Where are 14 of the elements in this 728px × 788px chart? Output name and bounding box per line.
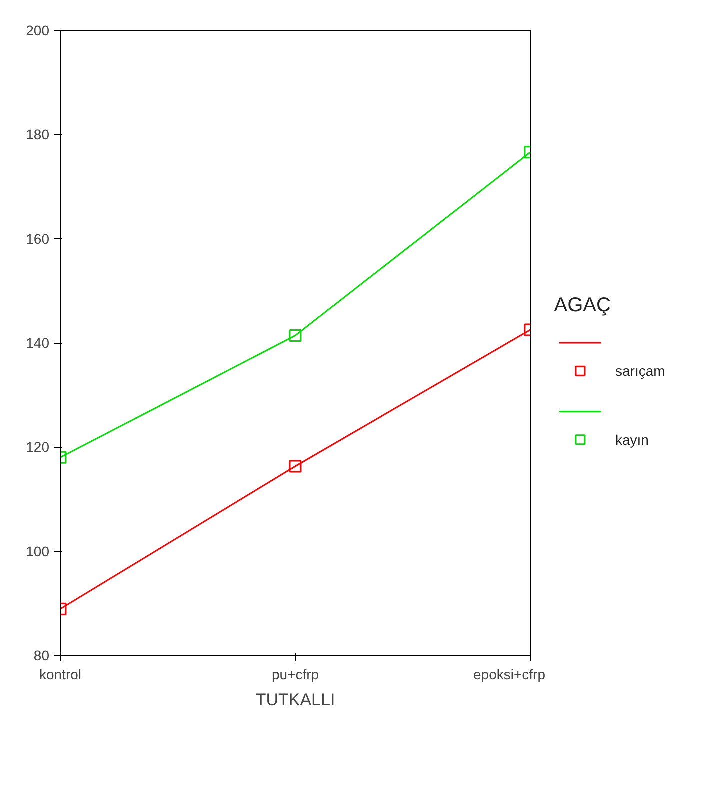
x-tick-label: pu+cfrp: [272, 666, 320, 682]
x-tick-label: kontrol: [39, 666, 82, 682]
x-axis-title: TUTKALLI: [256, 690, 336, 710]
y-tick-label: 160: [26, 230, 50, 247]
x-tick-label: epoksi+cfrp: [474, 666, 546, 682]
legend-label: sarıçam: [616, 363, 666, 380]
y-tick-label: 120: [26, 439, 50, 456]
y-tick-label: 140: [26, 335, 50, 351]
y-tick-label: 80: [34, 648, 50, 664]
legend-label: kayın: [616, 432, 649, 448]
legend-title: AGAÇ: [554, 294, 611, 316]
y-tick-label: 180: [26, 126, 50, 143]
y-tick-label: 200: [26, 22, 50, 38]
y-tick-label: 100: [26, 543, 50, 560]
